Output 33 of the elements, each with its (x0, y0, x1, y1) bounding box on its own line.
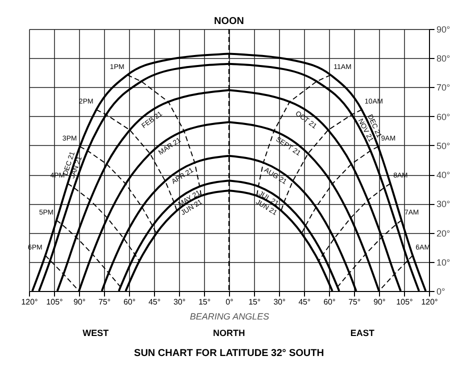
x-tick-label: 30° (273, 298, 286, 306)
x-tick-label: 105° (396, 298, 413, 306)
y-tick-label: 40° (436, 170, 451, 180)
text: WEST (82, 328, 110, 338)
x-tick-label: 75° (348, 298, 361, 306)
ref-line-label: NOON (214, 16, 244, 27)
x-tick-label: 45° (298, 298, 311, 306)
x-tick-label: 120° (421, 298, 438, 306)
x-tick-label: 90° (73, 298, 86, 306)
x-tick-label: 105° (46, 298, 63, 306)
y-tick-label: 0° (436, 286, 446, 296)
y-tick-label: 10° (436, 257, 451, 268)
y-tick-label: 30° (436, 199, 451, 210)
x-tick-label: 75° (98, 298, 111, 306)
y-tick-label: 80° (436, 54, 451, 64)
y-tick-label: 70° (436, 82, 451, 93)
text: SUN CHART FOR LATITUDE 32° SOUTH (134, 348, 324, 359)
y-tick-label: 60° (436, 112, 451, 122)
x-axis-title: BEARING ANGLES (190, 312, 270, 322)
y-tick-label: 90° (436, 24, 451, 34)
x-tick-label: 60° (323, 298, 336, 306)
y-tick-label: 50° (436, 140, 451, 151)
x-tick-label: 45° (148, 298, 161, 306)
y-tick-label: 20° (436, 228, 451, 238)
x-tick-label: 60° (123, 298, 136, 306)
x-tick-label: 120° (21, 298, 38, 306)
x-tick-label: 15° (198, 298, 211, 306)
x-tick-label: 15° (248, 298, 261, 306)
text: EAST (350, 328, 375, 338)
text: NORTH (213, 328, 245, 338)
x-tick-label: 30° (173, 298, 186, 306)
x-tick-label: 0° (226, 298, 234, 306)
x-tick-label: 90° (373, 298, 386, 306)
